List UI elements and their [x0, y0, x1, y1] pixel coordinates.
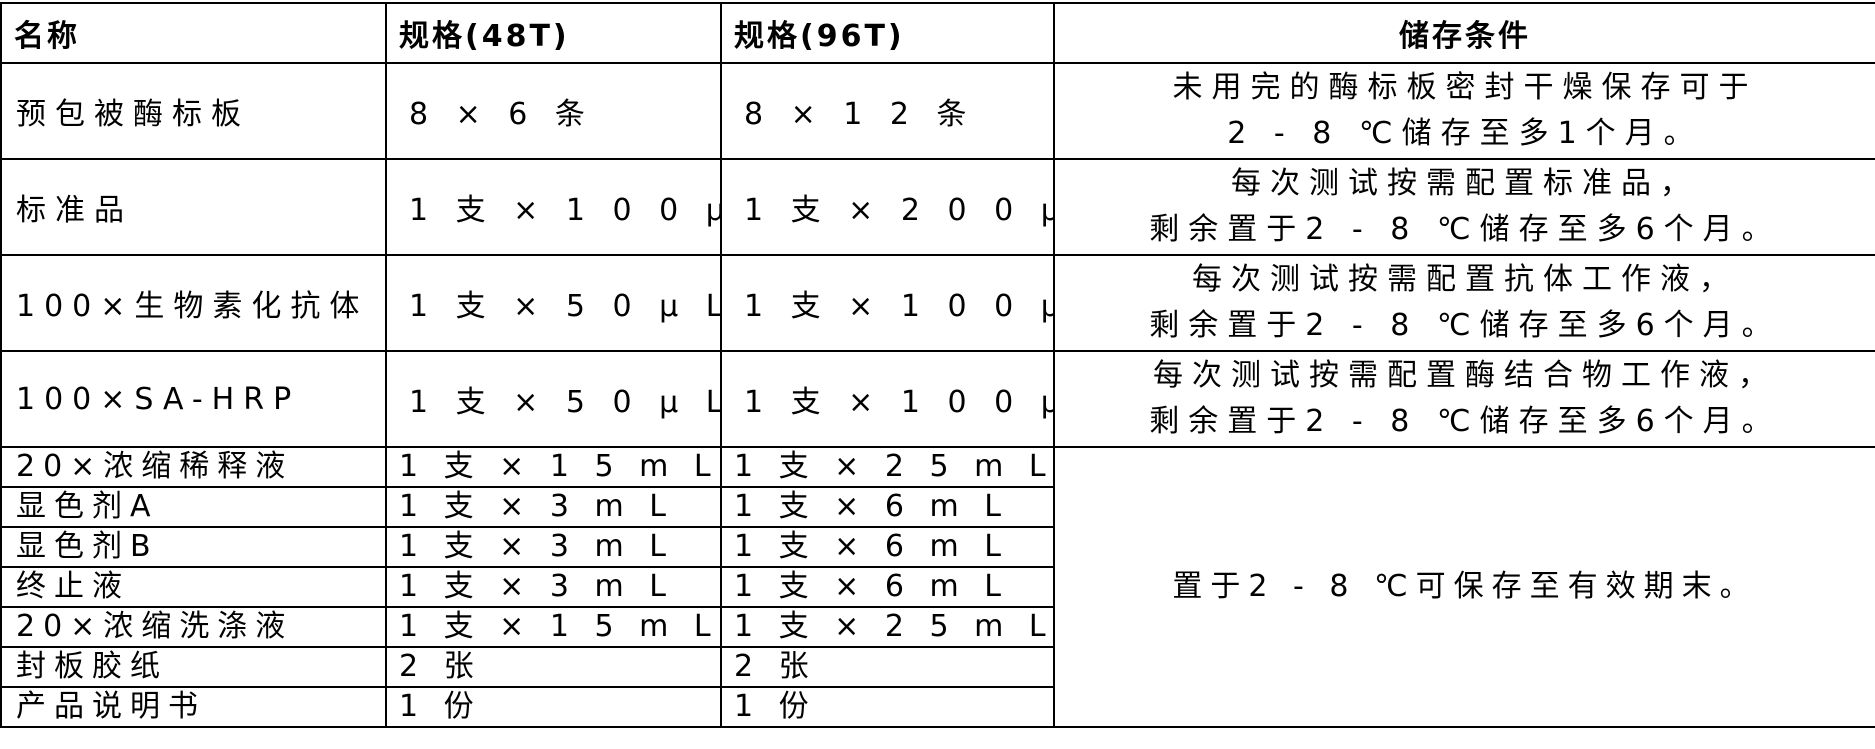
header-spec-48t: 规格(48T) [385, 2, 722, 64]
component-name: 100×SA-HRP [0, 350, 387, 448]
storage-condition: 未用完的酶标板密封干燥保存可于 2 - 8 ℃储存至多1个月。 [1053, 62, 1875, 160]
storage-line: 每次测试按需配置酶结合物工作液， [1153, 358, 1777, 393]
storage-line: 剩余置于2 - 8 ℃储存至多6个月。 [1149, 404, 1781, 439]
spec-96t: 1 支 × 6 m L [720, 566, 1055, 608]
component-name: 20×浓缩稀释液 [0, 446, 387, 488]
storage-condition: 每次测试按需配置酶结合物工作液， 剩余置于2 - 8 ℃储存至多6个月。 [1053, 350, 1875, 448]
spec-48t: 1 支 × 1 5 m L [385, 606, 722, 648]
spec-96t: 1 支 × 1 0 0 μ L [720, 254, 1055, 352]
storage-line: 2 - 8 ℃储存至多1个月。 [1227, 116, 1703, 151]
spec-96t: 1 支 × 2 0 0 μ L [720, 158, 1055, 256]
spec-48t: 1 支 × 5 0 μ L [385, 350, 722, 448]
spec-48t: 1 支 × 1 0 0 μ L [385, 158, 722, 256]
component-name: 产品说明书 [0, 686, 387, 728]
component-name: 预包被酶标板 [0, 62, 387, 160]
spec-48t: 1 份 [385, 686, 722, 728]
spec-96t: 1 支 × 2 5 m L [720, 606, 1055, 648]
component-name: 显色剂A [0, 486, 387, 528]
header-spec-96t: 规格(96T) [720, 2, 1055, 64]
spec-96t: 1 支 × 6 m L [720, 526, 1055, 568]
component-name: 终止液 [0, 566, 387, 608]
component-name: 封板胶纸 [0, 646, 387, 688]
spec-48t: 1 支 × 1 5 m L [385, 446, 722, 488]
header-storage: 储存条件 [1053, 2, 1875, 64]
storage-line: 剩余置于2 - 8 ℃储存至多6个月。 [1149, 308, 1781, 343]
storage-line: 每次测试按需配置抗体工作液， [1192, 262, 1738, 297]
component-name: 20×浓缩洗涤液 [0, 606, 387, 648]
storage-line: 未用完的酶标板密封干燥保存可于 [1172, 70, 1758, 105]
spec-96t: 1 份 [720, 686, 1055, 728]
storage-condition: 每次测试按需配置抗体工作液， 剩余置于2 - 8 ℃储存至多6个月。 [1053, 254, 1875, 352]
spec-96t: 1 支 × 2 5 m L [720, 446, 1055, 488]
component-name: 显色剂B [0, 526, 387, 568]
storage-condition: 每次测试按需配置标准品， 剩余置于2 - 8 ℃储存至多6个月。 [1053, 158, 1875, 256]
header-name: 名称 [0, 2, 387, 64]
component-name: 标准品 [0, 158, 387, 256]
storage-condition-merged: 置于2 - 8 ℃可保存至有效期末。 [1053, 446, 1875, 728]
storage-line: 剩余置于2 - 8 ℃储存至多6个月。 [1149, 212, 1781, 247]
spec-48t: 1 支 × 5 0 μ L [385, 254, 722, 352]
spec-96t: 1 支 × 6 m L [720, 486, 1055, 528]
spec-48t: 8 × 6 条 [385, 62, 722, 160]
spec-96t: 1 支 × 1 0 0 μ L [720, 350, 1055, 448]
spec-48t: 1 支 × 3 m L [385, 486, 722, 528]
spec-96t: 8 × 1 2 条 [720, 62, 1055, 160]
storage-line: 每次测试按需配置标准品， [1231, 166, 1699, 201]
spec-96t: 2 张 [720, 646, 1055, 688]
spec-48t: 1 支 × 3 m L [385, 526, 722, 568]
spec-48t: 1 支 × 3 m L [385, 566, 722, 608]
spec-48t: 2 张 [385, 646, 722, 688]
header-row: 名称 规格(48T) 规格(96T) 储存条件 [0, 2, 1875, 64]
component-name: 100×生物素化抗体 [0, 254, 387, 352]
